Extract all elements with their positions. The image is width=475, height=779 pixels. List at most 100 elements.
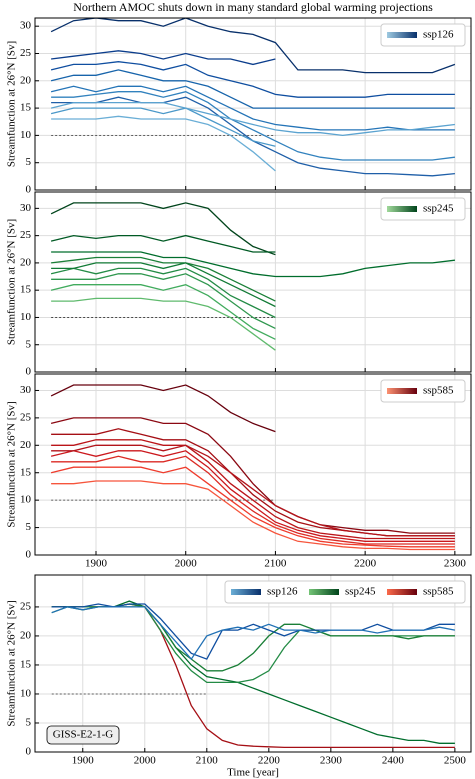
y-axis-label: Streamfunction at 26°N [Sv] (6, 401, 18, 527)
y-tick-label: 0 (26, 746, 32, 758)
legend-label: ssp126 (423, 29, 454, 41)
series-line (50, 450, 455, 542)
y-tick-label: 20 (20, 629, 32, 641)
series-line (51, 444, 455, 537)
x-tick-label: 2400 (382, 755, 405, 767)
series-line (50, 384, 276, 433)
legend-label: ssp126 (267, 586, 298, 598)
y-tick-label: 10 (20, 494, 32, 506)
y-tick-label: 25 (20, 411, 32, 423)
y-tick-label: 25 (20, 600, 32, 612)
plot-frame (34, 574, 472, 753)
legend-label: ssp245 (345, 586, 376, 598)
annotation: GISS-E2-1-G (53, 729, 114, 741)
legend-box (380, 379, 466, 403)
y-tick-label: 0 (26, 184, 32, 196)
series-group (50, 18, 456, 177)
x-tick-label: 2300 (444, 558, 467, 570)
x-tick-label: 1900 (72, 755, 95, 767)
legend-swatch (387, 388, 417, 394)
y-tick-label: 5 (26, 338, 32, 350)
series-line (51, 606, 456, 661)
chart-title: Northern AMOC shuts down in many standar… (73, 0, 433, 14)
plot-frame (34, 191, 472, 373)
y-tick-label: 20 (20, 439, 32, 451)
legend-swatch (387, 32, 417, 38)
y-tick-label: 30 (20, 20, 32, 32)
series-line (51, 262, 276, 308)
series-line (51, 600, 455, 744)
y-tick-label: 15 (20, 284, 32, 296)
x-tick-label: 2100 (196, 755, 219, 767)
series-line (50, 284, 276, 340)
legend-swatch (231, 589, 261, 595)
series-group (51, 600, 456, 749)
x-tick-label: 2000 (175, 558, 198, 570)
series-line (51, 50, 276, 66)
series-line (51, 91, 455, 161)
series-line (50, 466, 455, 548)
series-line (50, 417, 455, 534)
series-line (51, 455, 455, 545)
series-line (50, 234, 276, 253)
x-tick-label: 2300 (320, 755, 343, 767)
y-tick-label: 10 (20, 311, 32, 323)
series-line (51, 273, 276, 329)
legend-label: ssp245 (423, 203, 454, 215)
series-line (51, 606, 455, 684)
y-tick-label: 15 (20, 102, 32, 114)
series-line (50, 101, 455, 137)
series-line (50, 202, 276, 256)
series-line (50, 107, 276, 147)
plot-frame (34, 373, 472, 556)
series-line (51, 439, 455, 540)
y-axis-label: Streamfunction at 26°N [Sv] (6, 600, 18, 726)
y-tick-label: 15 (20, 658, 32, 670)
x-tick-label: 2100 (264, 558, 287, 570)
series-line (51, 480, 455, 551)
x-tick-label: 2500 (444, 755, 467, 767)
y-axis-label: Streamfunction at 26°N [Sv] (6, 219, 18, 345)
plot-frame (34, 17, 472, 191)
legend-label: ssp585 (423, 385, 454, 397)
annotation-box (46, 725, 120, 745)
y-tick-label: 30 (20, 202, 32, 214)
x-tick-label: 2200 (354, 558, 377, 570)
y-tick-label: 10 (20, 687, 32, 699)
series-line (51, 115, 276, 172)
series-line (51, 603, 455, 660)
series-line (51, 603, 455, 672)
legend-box (380, 23, 466, 47)
series-line (51, 96, 455, 177)
y-tick-label: 30 (20, 384, 32, 396)
series-line (51, 297, 276, 351)
series-line (50, 18, 456, 74)
y-tick-label: 5 (26, 521, 32, 533)
x-tick-label: 1900 (85, 558, 108, 570)
y-tick-label: 5 (26, 717, 32, 729)
series-group (50, 384, 455, 551)
x-axis-label: Time [year] (227, 767, 279, 779)
legend-label: ssp585 (423, 586, 454, 598)
series-line (50, 85, 455, 131)
series-line (51, 251, 455, 278)
legend-box (224, 580, 466, 604)
legend-swatch (387, 589, 417, 595)
legend-box (380, 197, 466, 221)
y-tick-label: 25 (20, 229, 32, 241)
y-tick-label: 10 (20, 129, 32, 141)
series-group (50, 202, 455, 351)
y-axis-label: Streamfunction at 26°N [Sv] (6, 41, 18, 167)
y-tick-label: 0 (26, 549, 32, 561)
legend-swatch (309, 589, 339, 595)
y-tick-label: 15 (20, 466, 32, 478)
legend-swatch (387, 206, 417, 212)
y-tick-label: 25 (20, 47, 32, 59)
x-tick-label: 2000 (134, 755, 157, 767)
series-line (50, 267, 276, 319)
y-tick-label: 20 (20, 256, 32, 268)
y-tick-label: 20 (20, 74, 32, 86)
y-tick-label: 0 (26, 366, 32, 378)
series-line (50, 69, 455, 109)
